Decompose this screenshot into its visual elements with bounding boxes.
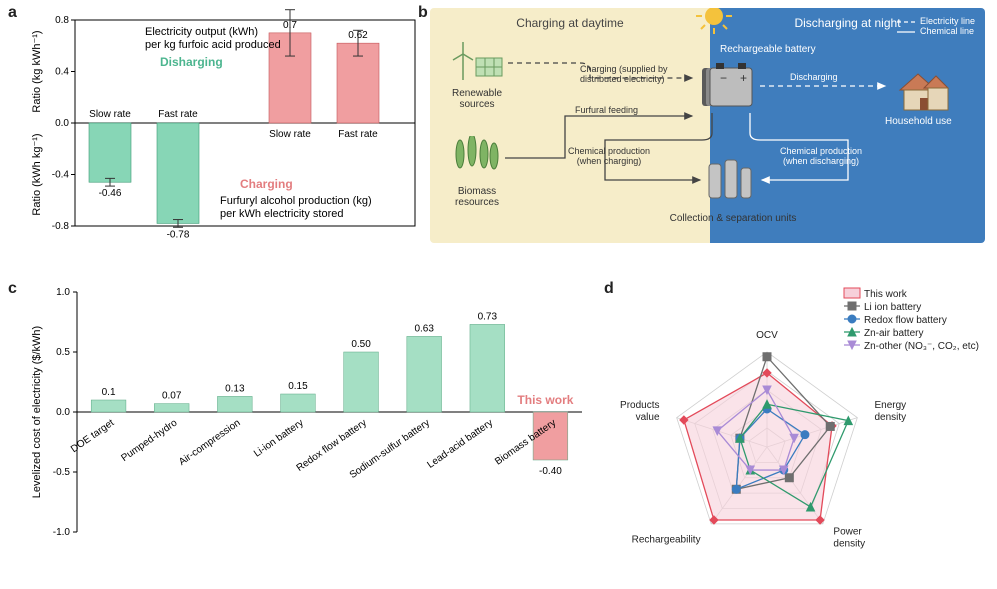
svg-text:0.73: 0.73 [478,311,498,322]
svg-text:per kWh electricity stored: per kWh electricity stored [220,208,343,220]
svg-text:0.1: 0.1 [102,387,116,398]
svg-text:Fast rate: Fast rate [158,109,198,120]
panel-a-chart: 0.0 0.4 0.8 -0.4 -0.8 Ratio (kg kWh⁻¹) Ratio (… [20,8,420,248]
svg-text:0.62: 0.62 [348,30,368,41]
svg-text:0.63: 0.63 [414,323,434,334]
svg-text:Zn-air battery: Zn-air battery [864,328,923,339]
chem-night: Chemical production (when discharging) [780,146,862,166]
svg-text:0.15: 0.15 [288,381,308,392]
chem-day: Chemical production (when charging) [568,146,650,166]
svg-text:Li-ion battery: Li-ion battery [252,417,306,459]
svg-text:Electricity output (kWh): Electricity output (kWh) [145,26,258,38]
svg-text:DOE target: DOE target [69,417,116,455]
svg-text:Fast rate: Fast rate [338,129,378,140]
svg-text:Ratio (kg kWh⁻¹): Ratio (kg kWh⁻¹) [31,30,43,112]
svg-text:This work: This work [517,393,573,407]
svg-text:Power: Power [833,526,862,537]
svg-text:Ratio (kWh kg⁻¹): Ratio (kWh kg⁻¹) [31,133,43,215]
svg-text:density: density [874,412,906,423]
svg-text:Charging: Charging [240,177,293,191]
svg-text:density: density [833,538,865,549]
svg-text:0.4: 0.4 [55,67,69,78]
svg-text:0.5: 0.5 [56,347,70,358]
svg-text:Products: Products [620,400,659,411]
svg-text:-0.5: -0.5 [53,467,71,478]
svg-text:-0.8: -0.8 [52,221,70,232]
svg-text:OCV: OCV [756,330,778,341]
svg-text:0.07: 0.07 [162,391,182,402]
svg-text:-0.4: -0.4 [52,170,70,181]
svg-text:Disharging: Disharging [160,55,223,69]
svg-text:Levelized cost of electricity: Levelized cost of electricity ($/kWh) [31,326,43,498]
svg-text:-0.46: -0.46 [99,188,122,199]
svg-text:-0.40: -0.40 [539,466,562,477]
panel-b-label: b [418,4,428,22]
svg-text:Slow rate: Slow rate [269,129,311,140]
svg-text:0.8: 0.8 [55,15,69,26]
svg-text:per kg furfoic acid produced: per kg furfoic acid produced [145,39,281,51]
panel-c-chart: -1.0 -0.5 0.0 0.5 1.0 Levelized cost of elect… [22,282,602,582]
panel-a-label: a [8,4,17,22]
svg-text:Rechargeability: Rechargeability [632,534,701,545]
panel-d-chart: OCVEnergydensityPowerdensityRechargeabil… [612,282,992,582]
svg-text:This work: This work [864,289,908,300]
svg-text:Slow rate: Slow rate [89,109,131,120]
furfural-text: Furfural feeding [575,105,638,115]
svg-text:value: value [636,412,660,423]
svg-text:0.13: 0.13 [225,383,245,394]
svg-text:Li ion battery: Li ion battery [864,302,921,313]
svg-text:Lead-acid battery: Lead-acid battery [425,417,495,470]
svg-text:Pumped-hydro: Pumped-hydro [119,417,179,464]
discharging-text: Discharging [790,72,838,82]
charging-text: Charging (supplied by distributed electr… [580,64,668,84]
svg-text:Air-compression: Air-compression [177,417,242,467]
panel-b-arrows [430,8,985,243]
svg-text:1.0: 1.0 [56,287,70,298]
svg-text:0.0: 0.0 [56,407,70,418]
svg-text:-1.0: -1.0 [53,527,71,538]
svg-text:0.50: 0.50 [351,339,371,350]
svg-text:0.7: 0.7 [283,20,297,31]
svg-text:Furfuryl alcohol production (k: Furfuryl alcohol production (kg) [220,195,372,207]
svg-text:0.0: 0.0 [55,118,69,129]
svg-text:Energy: Energy [874,400,906,411]
svg-text:Zn-other (NO₃⁻, CO₂, etc): Zn-other (NO₃⁻, CO₂, etc) [864,341,979,352]
panel-c-label: c [8,280,17,298]
svg-text:Redox flow battery: Redox flow battery [864,315,947,326]
panel-b-diagram: Charging at daytime Discharging at night… [430,8,985,243]
svg-text:-0.78: -0.78 [167,229,190,240]
